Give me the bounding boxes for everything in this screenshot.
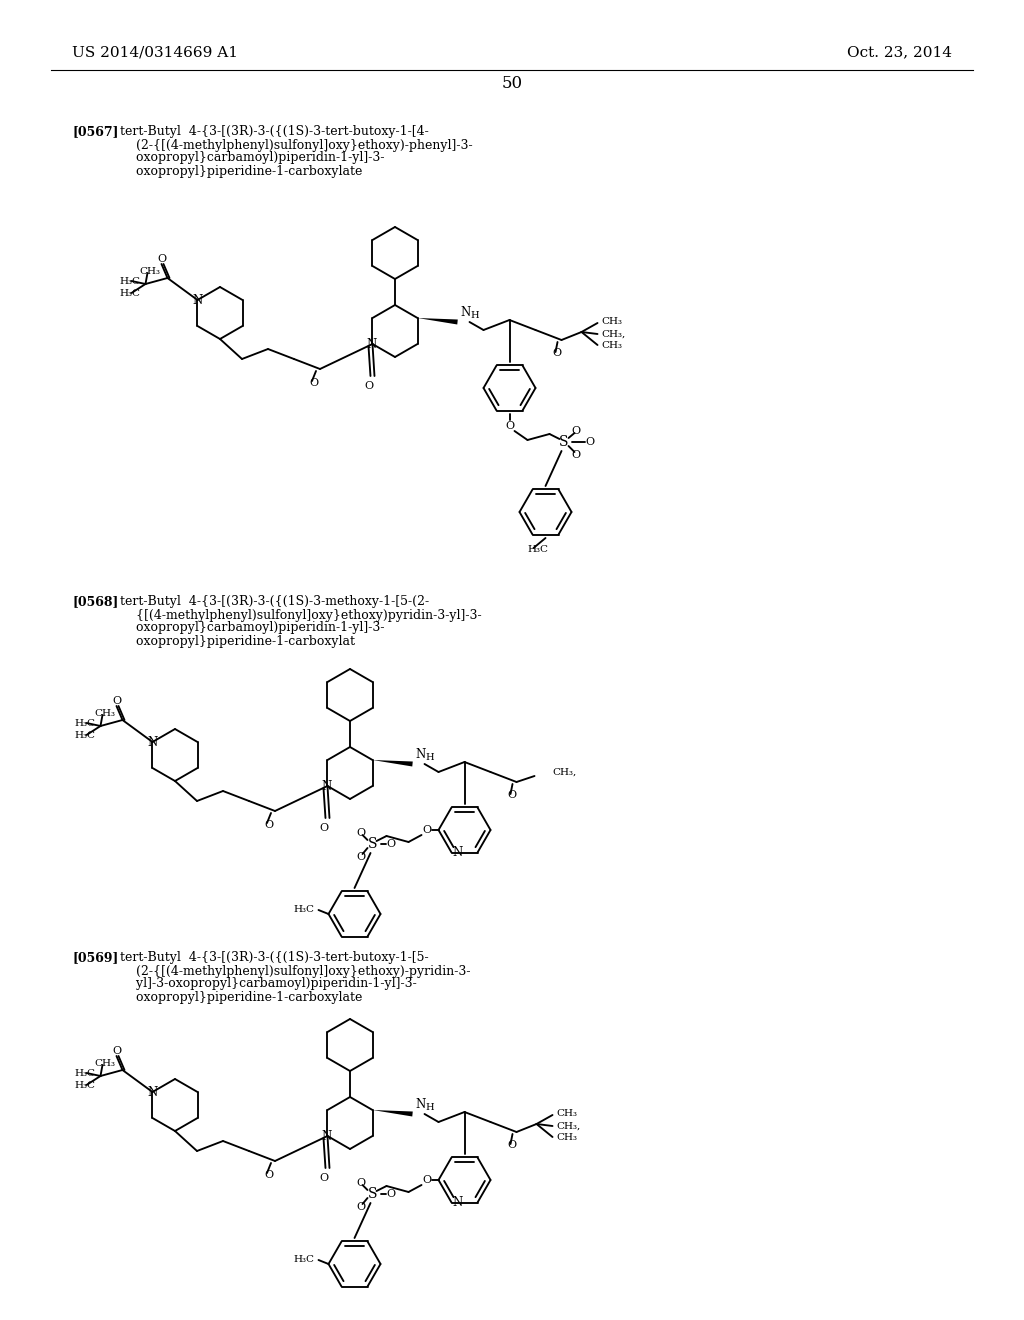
Text: H: H [425,1104,434,1113]
Text: O: O [386,840,395,849]
Text: N: N [147,735,158,748]
Text: {[(4-methylphenyl)sulfonyl]oxy}ethoxy)pyridin-3-yl]-3-: {[(4-methylphenyl)sulfonyl]oxy}ethoxy)py… [120,609,481,622]
Text: oxopropyl}piperidine-1-carboxylat: oxopropyl}piperidine-1-carboxylat [120,635,355,648]
Text: N: N [416,1098,426,1111]
Text: CH₃: CH₃ [94,709,115,718]
Text: H₃C: H₃C [120,276,140,285]
Text: O: O [507,789,516,800]
Text: [0569]: [0569] [72,952,119,965]
Text: O: O [507,1140,516,1150]
Text: H₃C: H₃C [527,545,549,554]
Text: O: O [112,696,121,706]
Text: N: N [193,293,203,306]
Text: US 2014/0314669 A1: US 2014/0314669 A1 [72,45,238,59]
Text: N: N [322,1130,332,1143]
Text: O: O [112,1045,121,1056]
Text: (2-{[(4-methylphenyl)sulfonyl]oxy}ethoxy)-phenyl]-3-: (2-{[(4-methylphenyl)sulfonyl]oxy}ethoxy… [120,139,473,152]
Text: H₃C: H₃C [294,1254,314,1263]
Text: S: S [368,837,377,851]
Text: O: O [571,426,580,436]
Text: O: O [356,828,366,838]
Text: S: S [559,436,568,449]
Text: O: O [264,1170,273,1180]
Text: CH₃,: CH₃, [601,330,626,338]
Text: [0567]: [0567] [72,125,119,139]
Text: CH₃: CH₃ [556,1110,578,1118]
Text: oxopropyl}carbamoyl)piperidin-1-yl]-3-: oxopropyl}carbamoyl)piperidin-1-yl]-3- [120,622,384,635]
Text: O: O [318,822,328,833]
Text: (2-{[(4-methylphenyl)sulfonyl]oxy}ethoxy)-pyridin-3-: (2-{[(4-methylphenyl)sulfonyl]oxy}ethoxy… [120,965,470,978]
Text: O: O [571,450,580,459]
Text: N: N [367,338,377,351]
Text: N: N [453,1196,463,1209]
Text: O: O [318,1173,328,1183]
Text: N: N [322,780,332,792]
Text: O: O [364,381,373,391]
Text: H: H [425,754,434,763]
Polygon shape [373,760,413,767]
Text: N: N [416,748,426,762]
Text: O: O [422,825,431,836]
Text: oxopropyl}piperidine-1-carboxylate: oxopropyl}piperidine-1-carboxylate [120,165,362,177]
Text: H₃C: H₃C [120,289,140,298]
Text: N: N [453,846,463,859]
Polygon shape [373,1110,413,1117]
Text: tert-Butyl  4-{3-[(3R)-3-({(1S)-3-tert-butoxy-1-[4-: tert-Butyl 4-{3-[(3R)-3-({(1S)-3-tert-bu… [120,125,429,139]
Text: O: O [552,348,561,358]
Text: O: O [309,378,318,388]
Text: O: O [356,1177,366,1188]
Text: CH₃: CH₃ [94,1059,115,1068]
Text: O: O [422,1175,431,1185]
Text: O: O [356,1203,366,1212]
Text: oxopropyl}piperidine-1-carboxylate: oxopropyl}piperidine-1-carboxylate [120,990,362,1003]
Text: N: N [147,1085,158,1098]
Text: H₃C: H₃C [75,1068,95,1077]
Text: oxopropyl}carbamoyl)piperidin-1-yl]-3-: oxopropyl}carbamoyl)piperidin-1-yl]-3- [120,152,384,165]
Text: CH₃: CH₃ [139,267,160,276]
Text: 50: 50 [502,74,522,91]
Text: O: O [356,851,366,862]
Polygon shape [418,318,458,325]
Text: tert-Butyl  4-{3-[(3R)-3-({(1S)-3-methoxy-1-[5-(2-: tert-Butyl 4-{3-[(3R)-3-({(1S)-3-methoxy… [120,595,429,609]
Text: Oct. 23, 2014: Oct. 23, 2014 [847,45,952,59]
Text: O: O [157,253,166,264]
Text: CH₃: CH₃ [601,318,623,326]
Text: tert-Butyl  4-{3-[(3R)-3-({(1S)-3-tert-butoxy-1-[5-: tert-Butyl 4-{3-[(3R)-3-({(1S)-3-tert-bu… [120,952,429,965]
Text: O: O [386,1189,395,1199]
Text: H₃C: H₃C [75,731,95,741]
Text: CH₃: CH₃ [601,342,623,351]
Text: O: O [264,820,273,830]
Text: O: O [585,437,594,447]
Text: N: N [461,306,471,319]
Text: [0568]: [0568] [72,595,119,609]
Text: H: H [470,312,479,321]
Text: CH₃: CH₃ [556,1134,578,1143]
Text: yl]-3-oxopropyl}carbamoyl)piperidin-1-yl]-3-: yl]-3-oxopropyl}carbamoyl)piperidin-1-yl… [120,978,417,990]
Text: H₃C: H₃C [75,718,95,727]
Text: H₃C: H₃C [75,1081,95,1090]
Text: H₃C: H₃C [294,904,314,913]
Text: S: S [368,1187,377,1201]
Text: O: O [505,421,514,432]
Text: CH₃,: CH₃, [556,1122,581,1130]
Text: CH₃,: CH₃, [553,767,577,776]
